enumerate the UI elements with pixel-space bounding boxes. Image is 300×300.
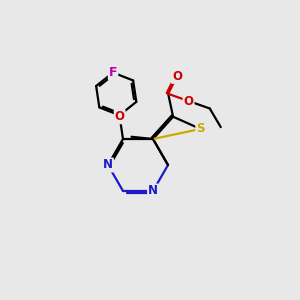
Text: O: O [184, 94, 194, 107]
Text: S: S [196, 122, 205, 135]
Text: N: N [148, 184, 158, 197]
Text: O: O [172, 70, 182, 83]
Text: N: N [103, 158, 113, 172]
Text: F: F [109, 66, 117, 79]
Text: O: O [115, 110, 125, 123]
